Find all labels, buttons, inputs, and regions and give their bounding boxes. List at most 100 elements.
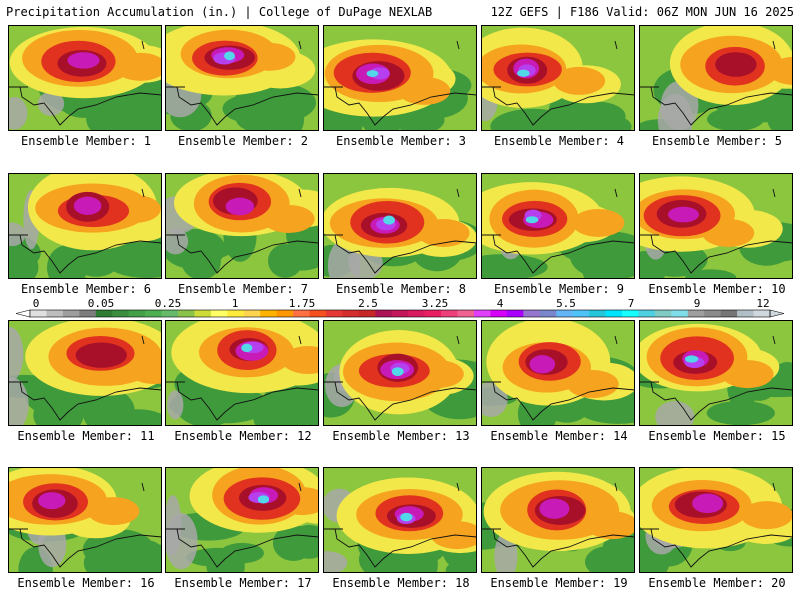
legend-swatch	[622, 310, 639, 317]
legend-swatch	[605, 310, 623, 317]
ensemble-member-label: Ensemble Member: 2	[177, 134, 309, 148]
legend-swatch	[128, 310, 146, 317]
legend-swatch	[243, 310, 261, 317]
ensemble-member-label: Ensemble Member: 3	[335, 134, 467, 148]
legend-tick-label: 7	[628, 297, 635, 310]
ensemble-member-label: Ensemble Member: 20	[648, 576, 786, 590]
ensemble-member-panel: Ensemble Member: 6	[8, 173, 163, 303]
legend-tick-label: 0.25	[155, 297, 182, 310]
precip-map	[481, 173, 635, 279]
legend-swatch	[671, 310, 689, 317]
legend-swatch	[293, 310, 310, 317]
precip-map	[323, 25, 477, 131]
ensemble-member-label: Ensemble Member: 17	[174, 576, 312, 590]
legend-swatch	[589, 310, 606, 317]
ensemble-member-panel: Ensemble Member: 3	[323, 25, 478, 155]
color-legend: 0 0.05 0.25 1 1.75 2.5 3.25 4 5.5 7 9 12	[0, 296, 800, 320]
precip-map	[8, 25, 162, 131]
precip-map	[639, 467, 793, 573]
ensemble-member-panel: Ensemble Member: 13	[323, 320, 478, 450]
legend-swatch	[737, 310, 754, 317]
legend-tick-label: 0	[33, 297, 40, 310]
precip-map	[323, 320, 477, 426]
precip-map	[639, 173, 793, 279]
legend-tick-label: 9	[694, 297, 701, 310]
ensemble-member-panel: Ensemble Member: 18	[323, 467, 478, 597]
ensemble-member-label: Ensemble Member: 1	[20, 134, 152, 148]
legend-swatch	[441, 310, 458, 317]
ensemble-member-panel: Ensemble Member: 4	[481, 25, 636, 155]
ensemble-member-label: Ensemble Member: 18	[332, 576, 470, 590]
legend-swatch	[62, 310, 80, 317]
precip-map	[8, 320, 162, 426]
chart-title: Precipitation Accumulation (in.) | Colle…	[6, 5, 433, 19]
ensemble-member-label: Ensemble Member: 16	[17, 576, 155, 590]
legend-swatch	[375, 310, 393, 317]
ensemble-member-panel: Ensemble Member: 11	[8, 320, 163, 450]
ensemble-member-panel: Ensemble Member: 20	[639, 467, 794, 597]
ensemble-member-label: Ensemble Member: 10	[648, 282, 786, 296]
ensemble-member-panel: Ensemble Member: 1	[8, 25, 163, 155]
ensemble-member-label: Ensemble Member: 13	[332, 429, 470, 443]
legend-swatch	[342, 310, 360, 317]
legend-swatch	[753, 310, 771, 317]
ensemble-member-panel: Ensemble Member: 16	[8, 467, 163, 597]
legend-swatch	[638, 310, 656, 317]
legend-swatch	[704, 310, 721, 317]
precip-map	[323, 467, 477, 573]
legend-tick-label: 1.75	[289, 297, 316, 310]
precip-map	[8, 467, 162, 573]
legend-swatch	[556, 310, 573, 317]
legend-swatch	[654, 310, 672, 317]
legend-swatch	[474, 310, 491, 317]
ensemble-member-label: Ensemble Member: 6	[20, 282, 152, 296]
colorbar: 0 0.05 0.25 1 1.75 2.5 3.25 4 5.5 7 9 12	[15, 297, 785, 318]
legend-tick-label: 12	[756, 297, 769, 310]
legend-swatch	[506, 310, 524, 317]
legend-swatch	[539, 310, 557, 317]
legend-swatch	[720, 310, 738, 317]
ensemble-member-label: Ensemble Member: 19	[490, 576, 628, 590]
legend-swatch	[326, 310, 343, 317]
legend-swatch	[687, 310, 705, 317]
legend-tick-label: 4	[497, 297, 504, 310]
ensemble-member-panel: Ensemble Member: 12	[165, 320, 320, 450]
ensemble-member-panel: Ensemble Member: 19	[481, 467, 636, 597]
precip-map	[8, 173, 162, 279]
legend-swatch	[408, 310, 425, 317]
ensemble-member-label: Ensemble Member: 4	[493, 134, 625, 148]
ensemble-member-panel: Ensemble Member: 17	[165, 467, 320, 597]
ensemble-member-panel: Ensemble Member: 15	[639, 320, 794, 450]
legend-swatch	[358, 310, 376, 317]
legend-swatch	[112, 310, 129, 317]
precip-map	[481, 467, 635, 573]
legend-swatch	[391, 310, 409, 317]
ensemble-member-label: Ensemble Member: 7	[177, 282, 309, 296]
legend-swatch	[309, 310, 327, 317]
legend-swatch	[523, 310, 541, 317]
ensemble-member-panel: Ensemble Member: 8	[323, 173, 478, 303]
run-info: 12Z GEFS | F186 Valid: 06Z MON JUN 16 20…	[490, 5, 794, 19]
ensemble-member-panel: Ensemble Member: 2	[165, 25, 320, 155]
legend-swatch	[178, 310, 195, 317]
ensemble-member-panel: Ensemble Member: 7	[165, 173, 320, 303]
legend-tick-label: 5.5	[556, 297, 576, 310]
ensemble-member-panel: Ensemble Member: 9	[481, 173, 636, 303]
legend-swatch	[161, 310, 179, 317]
ensemble-member-panel: Ensemble Member: 5	[639, 25, 794, 155]
legend-tick-label: 0.05	[88, 297, 115, 310]
legend-swatch	[79, 310, 97, 317]
precip-map	[323, 173, 477, 279]
ensemble-member-label: Ensemble Member: 8	[335, 282, 467, 296]
precip-map	[639, 25, 793, 131]
ensemble-member-panel: Ensemble Member: 10	[639, 173, 794, 303]
legend-swatch	[145, 310, 162, 317]
legend-tick-label: 2.5	[358, 297, 378, 310]
precip-map	[639, 320, 793, 426]
legend-swatch	[490, 310, 508, 317]
ensemble-member-label: Ensemble Member: 11	[17, 429, 155, 443]
precip-map	[165, 467, 319, 573]
ensemble-member-label: Ensemble Member: 15	[648, 429, 786, 443]
precip-map	[165, 320, 319, 426]
ensemble-member-label: Ensemble Member: 12	[174, 429, 312, 443]
